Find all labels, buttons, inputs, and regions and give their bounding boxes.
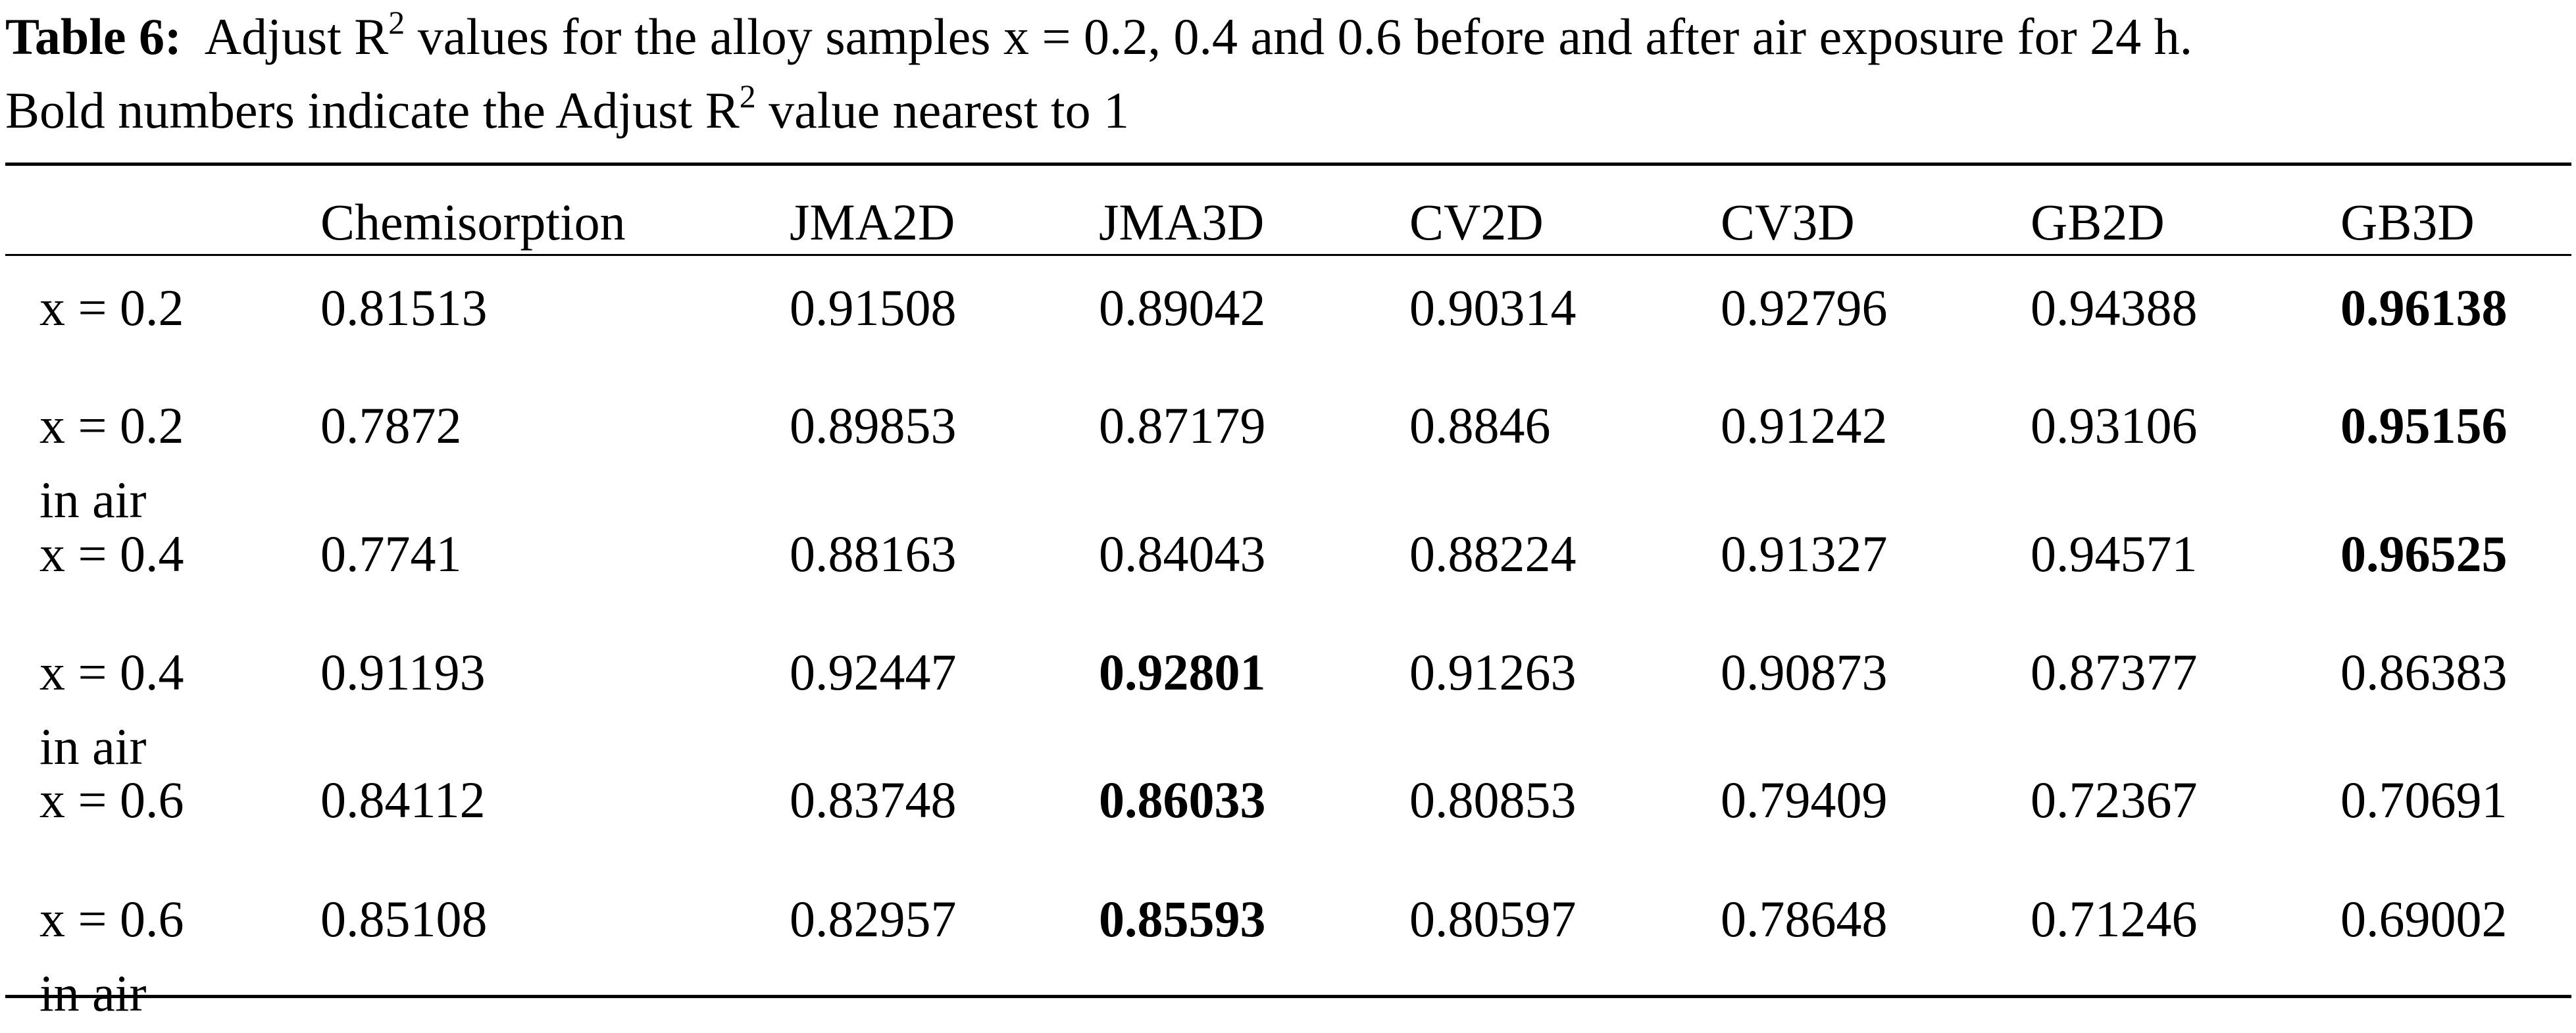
table-cell: 0.92447 bbox=[790, 643, 957, 701]
table-cell: 0.87179 bbox=[1099, 397, 1266, 454]
table-cell: 0.83748 bbox=[790, 771, 957, 828]
table-cell: 0.91263 bbox=[1409, 643, 1577, 701]
table-cell: 0.89853 bbox=[790, 397, 957, 454]
table-cell-best: 0.85593 bbox=[1099, 890, 1266, 947]
row-label: x = 0.6 bbox=[39, 890, 184, 947]
table-cell: 0.89042 bbox=[1099, 279, 1266, 336]
caption-line1-rest: values for the alloy samples x = 0.2, 0.… bbox=[405, 8, 2193, 65]
table-cell: 0.91327 bbox=[1721, 525, 1888, 582]
table-cell: 0.91193 bbox=[320, 643, 486, 701]
row-label: x = 0.6 bbox=[39, 771, 184, 828]
row-label-sub: in air bbox=[39, 718, 147, 775]
caption-label: Table 6: bbox=[5, 8, 182, 65]
caption-line2-rest: value nearest to 1 bbox=[755, 82, 1130, 139]
table-cell: 0.70691 bbox=[2340, 771, 2508, 828]
column-header-gb3d: GB3D bbox=[2340, 193, 2475, 251]
table-cell: 0.7741 bbox=[320, 525, 462, 582]
table-cell: 0.72367 bbox=[2031, 771, 2198, 828]
table-cell: 0.7872 bbox=[320, 397, 462, 454]
table-cell: 0.94571 bbox=[2031, 525, 2198, 582]
table-cell-best: 0.92801 bbox=[1099, 643, 1266, 701]
row-label: x = 0.4 bbox=[39, 643, 184, 701]
table-cell: 0.94388 bbox=[2031, 279, 2198, 336]
table-cell: 0.93106 bbox=[2031, 397, 2198, 454]
table-cell: 0.80597 bbox=[1409, 890, 1577, 947]
table-header-rule bbox=[5, 254, 2571, 256]
table-cell: 0.91242 bbox=[1721, 397, 1888, 454]
table-cell-best: 0.95156 bbox=[2340, 397, 2508, 454]
table-cell-best: 0.96138 bbox=[2340, 279, 2508, 336]
table-caption: Table 6: Adjust R2 values for the alloy … bbox=[5, 0, 2571, 147]
row-label-sub: in air bbox=[39, 471, 147, 528]
table-cell: 0.90873 bbox=[1721, 643, 1888, 701]
table-cell: 0.81513 bbox=[320, 279, 488, 336]
table-cell-best: 0.96525 bbox=[2340, 525, 2508, 582]
table-bottom-rule bbox=[5, 995, 2571, 998]
caption-sup-2: 2 bbox=[739, 78, 756, 114]
row-label-sub: in air bbox=[39, 965, 147, 1022]
table-cell: 0.87377 bbox=[2031, 643, 2198, 701]
caption-line-1: Table 6: Adjust R2 values for the alloy … bbox=[5, 0, 2571, 74]
caption-sup-1: 2 bbox=[388, 4, 405, 41]
table-cell: 0.88224 bbox=[1409, 525, 1577, 582]
table-cell: 0.86383 bbox=[2340, 643, 2508, 701]
column-header-jma2d: JMA2D bbox=[790, 193, 955, 251]
table-cell-best: 0.86033 bbox=[1099, 771, 1266, 828]
row-label: x = 0.2 bbox=[39, 397, 184, 454]
row-label: x = 0.2 bbox=[39, 279, 184, 336]
row-label: x = 0.4 bbox=[39, 525, 184, 582]
table-cell: 0.84043 bbox=[1099, 525, 1266, 582]
caption-line-2: Bold numbers indicate the Adjust R2 valu… bbox=[5, 74, 2571, 147]
table-top-rule bbox=[5, 163, 2571, 166]
caption-line2-text: Bold numbers indicate the Adjust R bbox=[5, 82, 740, 139]
column-header-gb2d: GB2D bbox=[2031, 193, 2165, 251]
table-cell: 0.88163 bbox=[790, 525, 957, 582]
table-cell: 0.82957 bbox=[790, 890, 957, 947]
table-cell: 0.92796 bbox=[1721, 279, 1888, 336]
table-cell: 0.91508 bbox=[790, 279, 957, 336]
table-cell: 0.8846 bbox=[1409, 397, 1551, 454]
table-cell: 0.80853 bbox=[1409, 771, 1577, 828]
table-cell: 0.71246 bbox=[2031, 890, 2198, 947]
column-header-chemisorption: Chemisorption bbox=[320, 193, 626, 251]
table-cell: 0.90314 bbox=[1409, 279, 1577, 336]
column-header-cv3d: CV3D bbox=[1721, 193, 1855, 251]
caption-line1-text: Adjust R bbox=[204, 8, 389, 65]
column-header-cv2d: CV2D bbox=[1409, 193, 1544, 251]
table-cell: 0.78648 bbox=[1721, 890, 1888, 947]
table-cell: 0.84112 bbox=[320, 771, 486, 828]
table-cell: 0.79409 bbox=[1721, 771, 1888, 828]
table-cell: 0.69002 bbox=[2340, 890, 2508, 947]
table-cell: 0.85108 bbox=[320, 890, 488, 947]
column-header-jma3d: JMA3D bbox=[1099, 193, 1265, 251]
